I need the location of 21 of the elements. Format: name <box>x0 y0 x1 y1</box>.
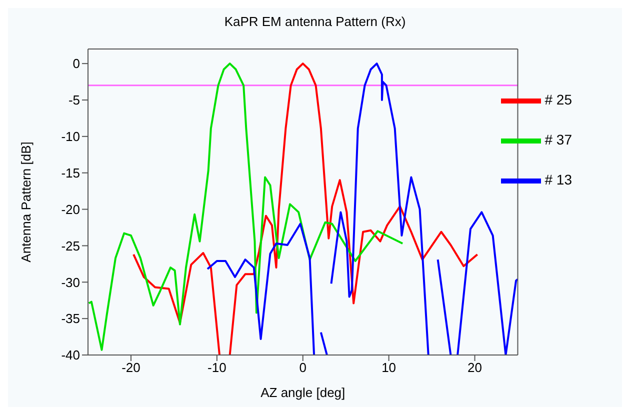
x-tick-label: 10 <box>382 360 396 376</box>
x-axis-title: AZ angle [deg] <box>260 385 346 400</box>
x-tick-label: -20 <box>122 360 140 376</box>
x-tick-label: -10 <box>208 360 226 376</box>
y-tick-label: -10 <box>61 129 80 144</box>
x-tick-label: 20 <box>468 360 482 376</box>
legend-label: # 37 <box>544 132 572 148</box>
chart-title: KaPR EM antenna Pattern (Rx) <box>223 13 407 31</box>
legend-label: # 13 <box>544 172 572 188</box>
y-tick-label: -20 <box>61 202 80 217</box>
y-tick-label: -30 <box>61 274 80 290</box>
line-series <box>88 62 404 351</box>
y-axis-title: Antenna Pattern [dB] <box>18 142 34 262</box>
y-tick-label: 0 <box>72 56 80 72</box>
y-tick-label: -40 <box>61 348 80 363</box>
x-tick-label: 0 <box>299 360 306 376</box>
y-tick-label: -5 <box>68 92 80 108</box>
legend-label: # 25 <box>544 92 572 108</box>
y-tick-label: -25 <box>61 238 80 254</box>
y-tick-label: -35 <box>61 311 80 326</box>
y-tick-label: -15 <box>61 165 80 180</box>
